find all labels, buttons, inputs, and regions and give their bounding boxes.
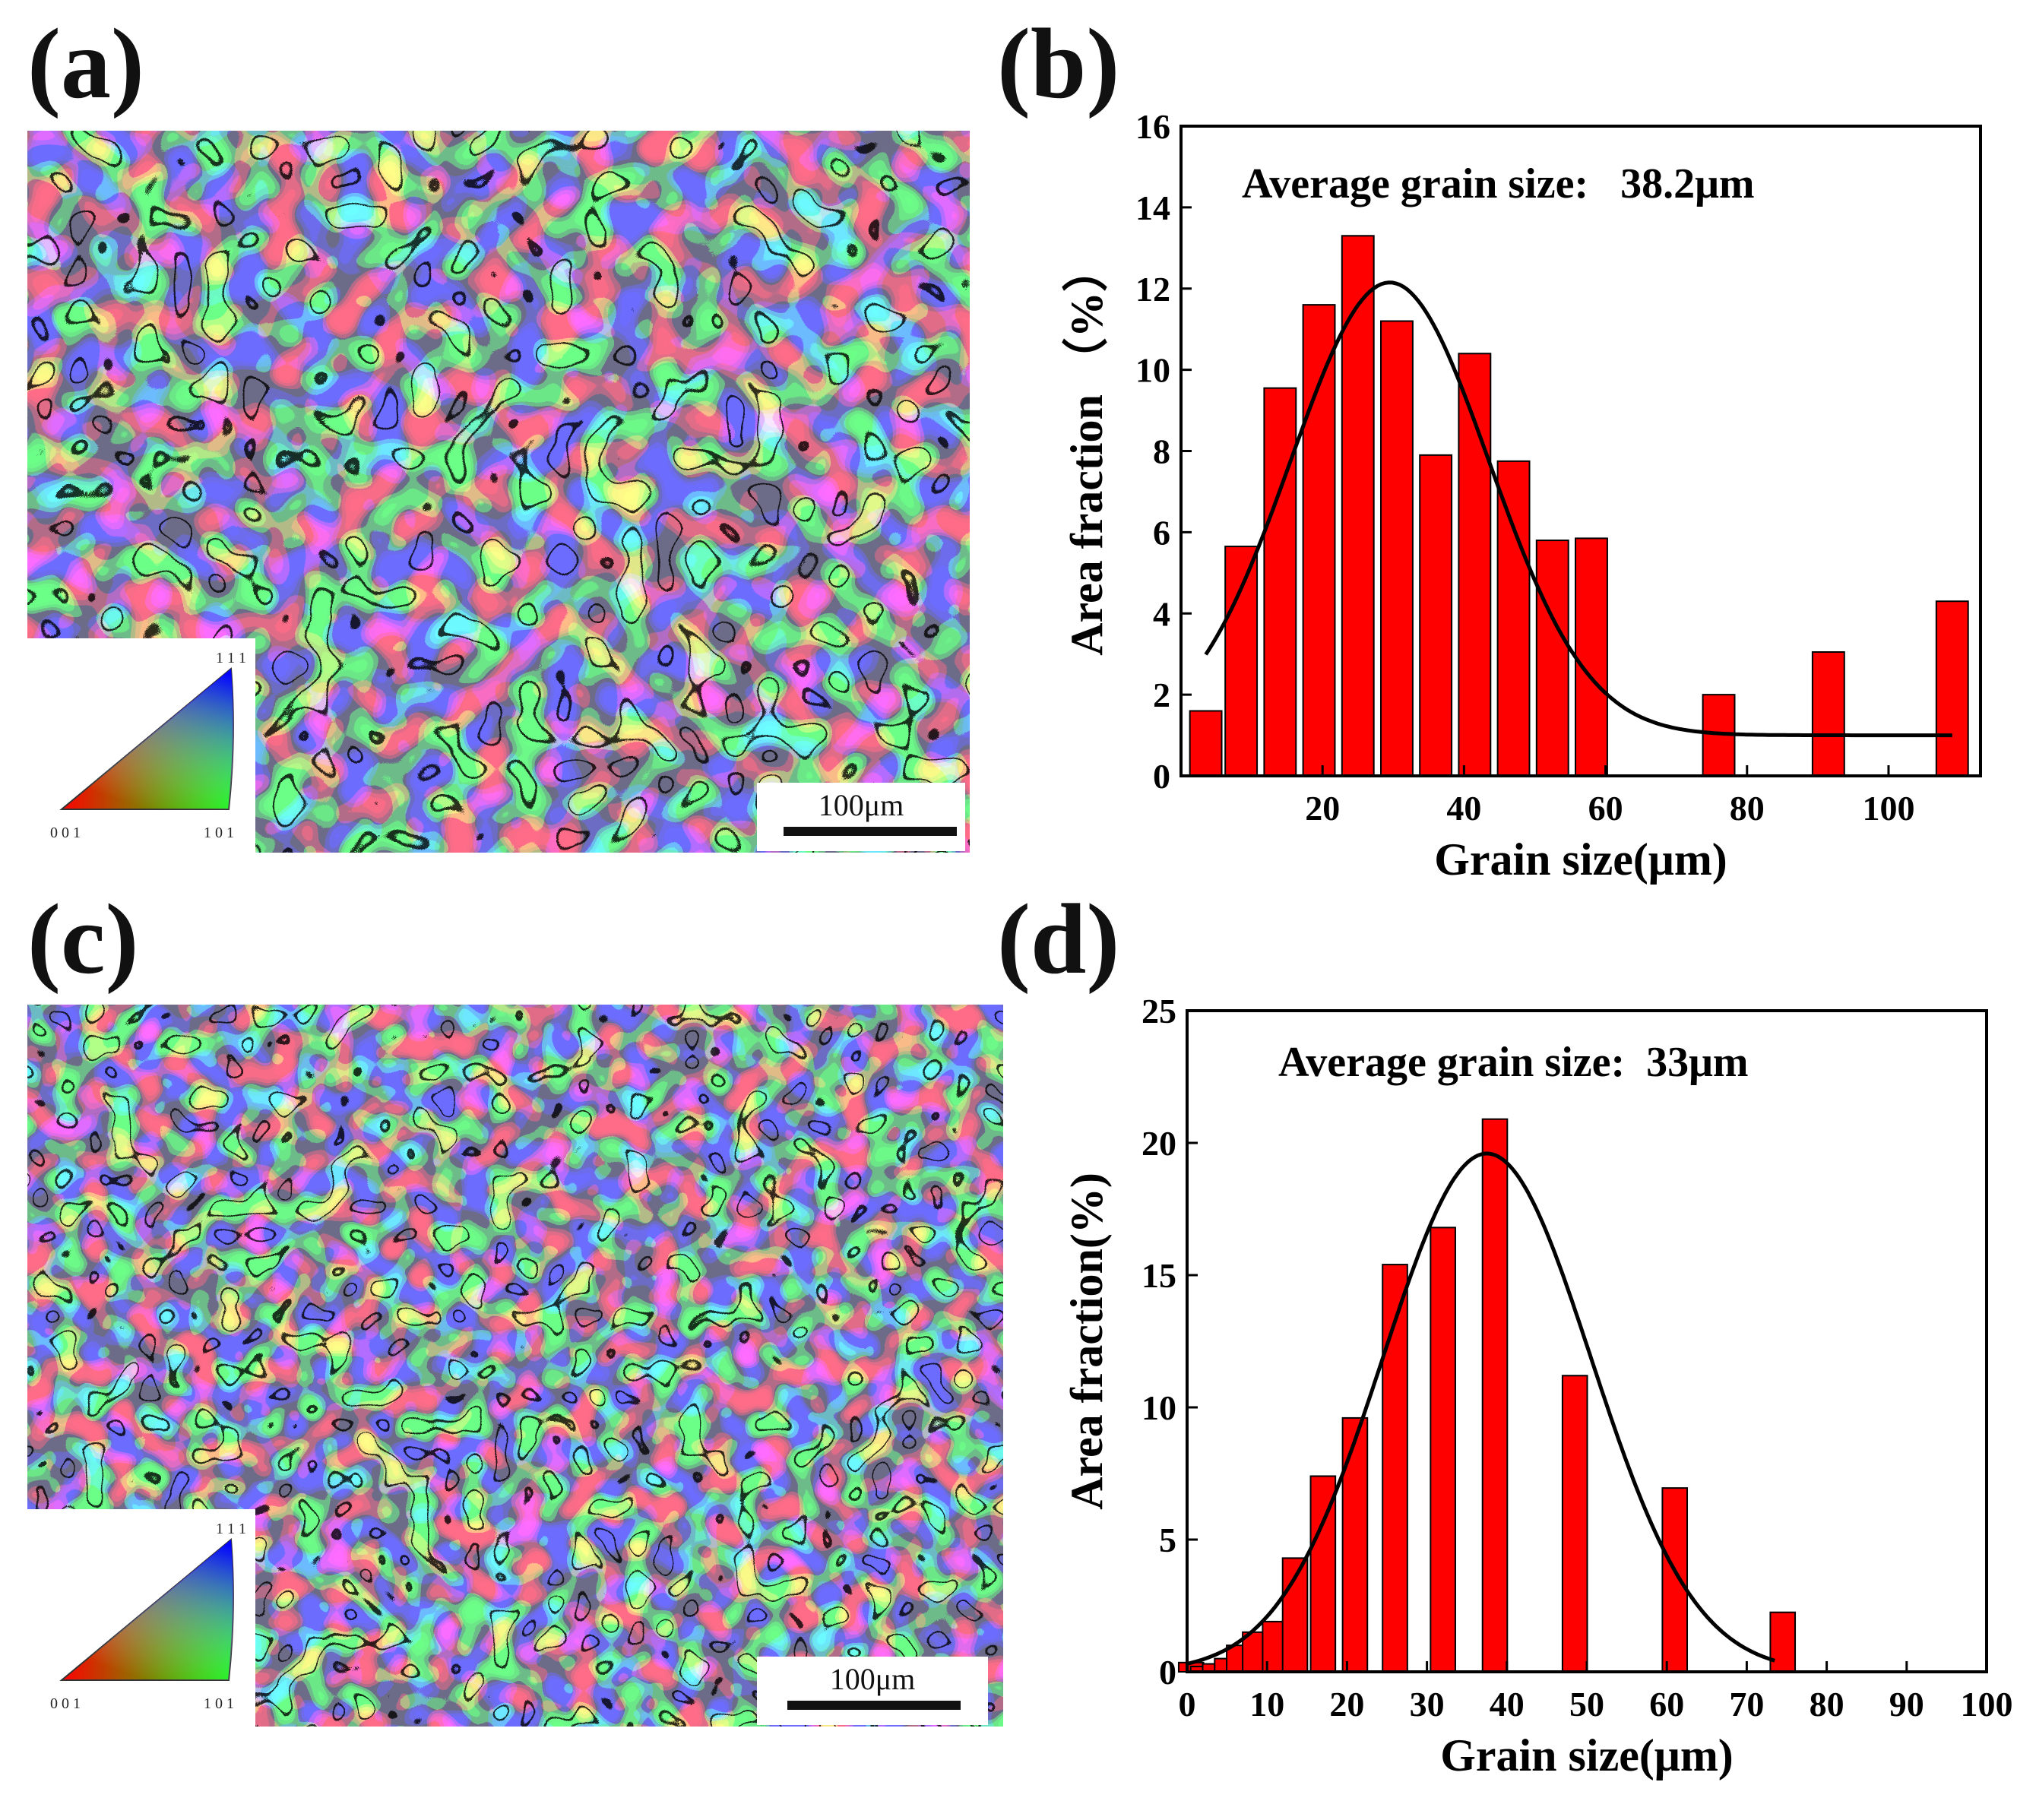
scale-bar-a: 100μm bbox=[757, 783, 965, 851]
scale-bar-line-a bbox=[784, 827, 957, 836]
ipf-triangle-c: 1 1 1 0 0 1 1 0 1 bbox=[50, 1521, 246, 1712]
y-tick-label: 15 bbox=[1141, 1256, 1176, 1295]
y-tick-label: 8 bbox=[1153, 432, 1170, 471]
y-axis-label: Area fraction(%) bbox=[1062, 1173, 1112, 1510]
bar bbox=[1189, 710, 1223, 777]
y-tick-label: 6 bbox=[1153, 513, 1170, 552]
y-tick-label: 0 bbox=[1159, 1653, 1176, 1692]
bar bbox=[1263, 387, 1297, 777]
bar bbox=[1309, 1475, 1337, 1673]
scale-bar-c: 100μm bbox=[757, 1657, 988, 1725]
y-tick-label: 10 bbox=[1141, 1388, 1176, 1427]
chart-b: 0 2 4 6 8 10 12 14 16 20 40 60 80 100 Average grain si… bbox=[1056, 106, 2014, 889]
y-tick-label: 14 bbox=[1135, 188, 1170, 227]
fit-curve bbox=[1204, 280, 1952, 738]
bar bbox=[1496, 460, 1531, 777]
y-tick-label: 2 bbox=[1153, 676, 1170, 714]
x-tick-label: 0 bbox=[1179, 1685, 1196, 1723]
ipf-legend-c: 1 1 1 0 0 1 1 0 1 bbox=[27, 1509, 255, 1730]
bar bbox=[1935, 600, 1969, 777]
scale-bar-label-a: 100μm bbox=[818, 788, 904, 822]
x-axis-label: Grain size(μm) bbox=[1434, 834, 1727, 885]
legend-label-111: 1 1 1 bbox=[216, 1521, 246, 1537]
x-tick-label: 90 bbox=[1889, 1685, 1924, 1723]
bar bbox=[1430, 1227, 1456, 1673]
y-tick-label: 12 bbox=[1135, 270, 1170, 309]
bar bbox=[1341, 1416, 1369, 1673]
x-tick-label: 70 bbox=[1729, 1685, 1764, 1723]
y-axis-label: Area fraction （%） bbox=[1061, 246, 1112, 656]
y-tick-label: 10 bbox=[1135, 351, 1170, 390]
x-tick-label: 40 bbox=[1446, 789, 1481, 828]
chart-d-svg: 0 5 10 15 20 25 0 10 20 30 40 50 60 70 80 90 100 Average … bbox=[1062, 992, 2013, 1780]
x-tick-label: 40 bbox=[1490, 1685, 1525, 1723]
panel-label-d: (d) bbox=[997, 883, 1120, 995]
x-tick-label: 80 bbox=[1730, 789, 1765, 828]
x-axis-label: Grain size(μm) bbox=[1440, 1730, 1734, 1780]
panel-label-c: (c) bbox=[27, 883, 139, 995]
bar bbox=[1302, 304, 1336, 777]
panel-label-b: (b) bbox=[997, 8, 1120, 119]
x-tick-label: 80 bbox=[1810, 1685, 1844, 1723]
chart-b-svg: 0 2 4 6 8 10 12 14 16 20 40 60 80 100 Average grain si… bbox=[1061, 107, 1982, 885]
bar bbox=[1535, 540, 1569, 777]
legend-label-111: 1 1 1 bbox=[216, 650, 246, 666]
legend-label-101: 1 0 1 bbox=[204, 825, 234, 841]
y-tick-label: 20 bbox=[1141, 1124, 1176, 1163]
y-tick-label: 0 bbox=[1153, 757, 1170, 796]
average-grain-size-annotation: Average grain size: 38.2μm bbox=[1242, 160, 1755, 207]
x-tick-label: 60 bbox=[1649, 1685, 1684, 1723]
x-tick-label: 20 bbox=[1329, 1685, 1364, 1723]
x-tick-label: 50 bbox=[1569, 1685, 1604, 1723]
bar bbox=[1382, 1264, 1408, 1673]
bar bbox=[1811, 651, 1845, 777]
bar bbox=[1224, 546, 1259, 777]
bar bbox=[1661, 1487, 1689, 1673]
panel-label-a: (a) bbox=[27, 8, 144, 119]
bar bbox=[1561, 1375, 1588, 1673]
scale-bar-line-c bbox=[787, 1701, 961, 1710]
bar bbox=[1380, 320, 1414, 777]
bar bbox=[1341, 235, 1375, 777]
average-grain-size-annotation: Average grain size: 33μm bbox=[1278, 1039, 1749, 1086]
y-tick-label: 16 bbox=[1135, 107, 1170, 146]
ipf-triangle-a: 1 1 1 0 0 1 1 0 1 bbox=[50, 650, 246, 841]
legend-label-001: 0 0 1 bbox=[50, 1695, 81, 1712]
fit-curve bbox=[1186, 1151, 1775, 1666]
x-tick-label: 20 bbox=[1305, 789, 1340, 828]
bar bbox=[1419, 454, 1453, 777]
bar bbox=[1575, 537, 1608, 777]
y-tick-label: 25 bbox=[1141, 992, 1176, 1030]
y-tick-label: 4 bbox=[1153, 594, 1170, 633]
legend-label-101: 1 0 1 bbox=[204, 1695, 234, 1712]
scale-bar-label-c: 100μm bbox=[829, 1662, 916, 1696]
legend-label-001: 0 0 1 bbox=[50, 825, 81, 841]
x-tick-label: 100 bbox=[1862, 789, 1914, 828]
x-tick-label: 100 bbox=[1961, 1685, 2013, 1723]
x-tick-label: 60 bbox=[1588, 789, 1623, 828]
ipf-legend-a: 1 1 1 0 0 1 1 0 1 bbox=[27, 638, 255, 859]
bar bbox=[1481, 1118, 1509, 1673]
y-tick-label: 5 bbox=[1159, 1521, 1176, 1559]
bar bbox=[1769, 1611, 1797, 1673]
chart-d: 0 5 10 15 20 25 0 10 20 30 40 50 60 70 80 90 100 Average … bbox=[1056, 988, 2014, 1816]
x-tick-label: 10 bbox=[1249, 1685, 1284, 1723]
x-tick-label: 30 bbox=[1410, 1685, 1445, 1723]
